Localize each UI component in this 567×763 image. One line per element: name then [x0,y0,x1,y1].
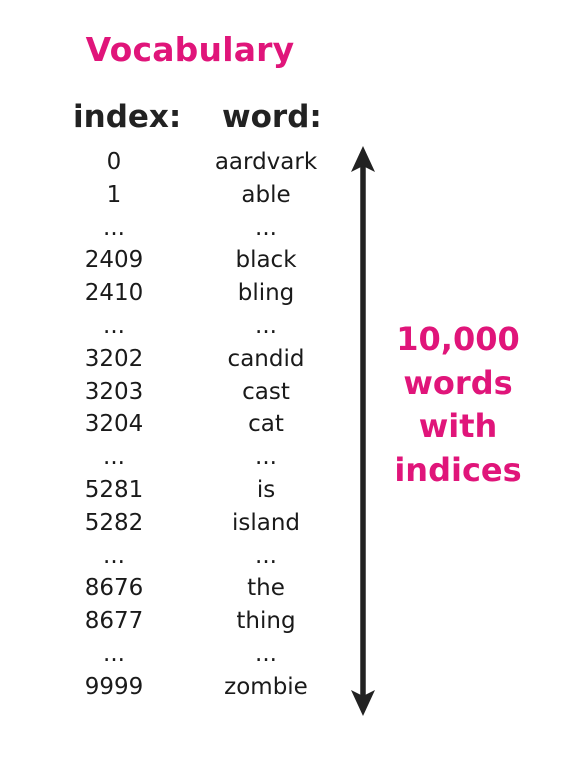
word-cell: ... [255,444,277,471]
table-row: 5282 island [0,507,340,540]
index-cell: ... [103,542,125,569]
word-cell: aardvark [214,149,318,175]
index-cell: ... [103,444,125,471]
table-row: 2410 bling [0,277,340,310]
table-row: 3204 cat [0,408,340,441]
table-row: ... ... [0,212,340,245]
index-cell: 2409 [84,247,144,274]
table-row: ... ... [0,310,340,343]
table-row: 0 aardvark [0,146,340,179]
table-row: 5281 is [0,474,340,507]
index-cell: 8677 [84,608,144,635]
word-cell: thing [236,608,296,635]
word-cell: bling [237,280,295,307]
index-cell: 1 [106,181,122,208]
index-cell: 0 [106,149,122,175]
index-cell: 2410 [84,280,144,307]
index-cell: 5282 [84,509,144,536]
word-cell: ... [255,312,277,339]
table-row: 1 able [0,179,340,212]
table-row: 8676 the [0,572,340,605]
word-cell: is [256,476,276,503]
side-label-line: with [418,407,498,445]
word-cell: ... [255,542,277,569]
word-cell: black [235,247,297,274]
table-row: 9999 zombie [0,671,340,704]
index-cell: ... [103,312,125,339]
table-row: 8677 thing [0,605,340,638]
index-cell: ... [103,214,125,241]
word-cell: able [241,181,291,208]
table-row: ... ... [0,540,340,573]
vocabulary-size-label: 10,000 words with indices [390,318,526,492]
index-cell: 9999 [84,673,144,700]
word-cell: zombie [224,673,308,700]
arrow-head-down [351,690,375,716]
word-cell: the [247,575,285,602]
index-cell: 3204 [84,411,144,438]
table-row: 3203 cast [0,376,340,409]
double-headed-arrow-icon [351,146,375,716]
word-cell: ... [255,640,277,667]
table-row: ... ... [0,638,340,671]
index-cell: ... [103,640,125,667]
side-label-line: indices [394,450,522,489]
word-cell: ... [255,214,277,241]
table-row: 3202 candid [0,343,340,376]
table-row: 2409 black [0,244,340,277]
word-column-header: word: [222,99,322,135]
index-column-header: index: [73,99,182,135]
word-cell: candid [227,345,305,372]
arrow-head-up [351,146,375,172]
word-cell: cast [242,378,290,405]
table-row: ... ... [0,441,340,474]
index-cell: 3203 [84,378,144,405]
side-label-line: 10,000 [396,320,520,358]
word-cell: island [231,509,301,536]
side-label-line: words [403,363,513,402]
index-cell: 5281 [84,476,144,503]
index-cell: 8676 [84,575,144,602]
vocabulary-title: Vocabulary [85,30,295,69]
vocabulary-table: 0 aardvark 1 able ... ... 2409 black 241… [0,146,340,704]
word-cell: cat [248,411,284,438]
index-cell: 3202 [84,345,144,372]
